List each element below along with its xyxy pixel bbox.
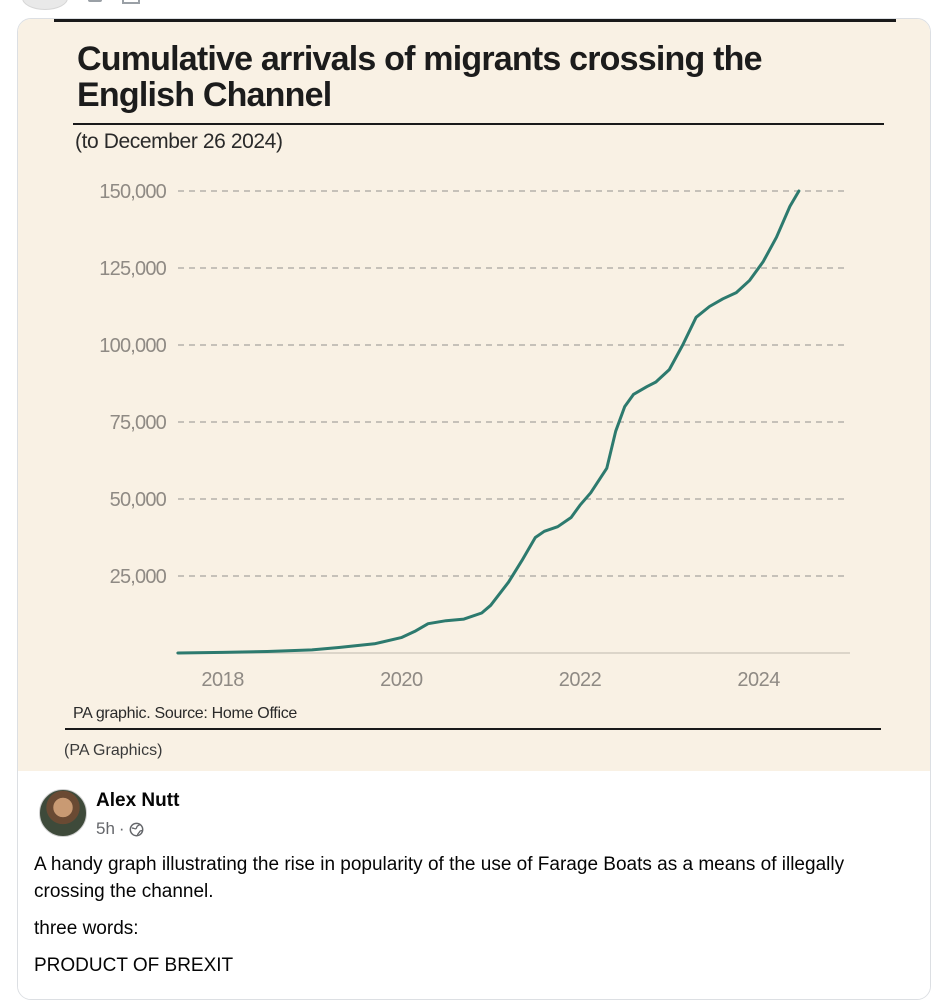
graphic-bottom-rule [65, 728, 881, 730]
x-tick-label: 2020 [380, 669, 423, 691]
x-tick-label: 2022 [559, 669, 602, 691]
y-tick-label: 25,000 [110, 566, 167, 588]
graphic-credit: (PA Graphics) [64, 742, 163, 759]
post-text-line: PRODUCT OF BREXIT [34, 955, 234, 976]
cropped-icon [122, 0, 140, 4]
post-time[interactable]: 5h [96, 819, 115, 838]
title-rule [73, 123, 884, 125]
globe-icon[interactable] [129, 822, 144, 837]
chart-subtitle: (to December 26 2024) [75, 130, 283, 153]
y-tick-label: 150,000 [99, 181, 166, 203]
post-meta: 5h · [96, 819, 144, 839]
post-body-section: Alex Nutt 5h · A handy graph illustratin… [18, 771, 930, 999]
cropped-meta [88, 0, 102, 2]
shared-graphic-image[interactable]: Cumulative arrivals of migrants crossing… [18, 19, 930, 771]
post-text-line: three words: [34, 918, 139, 939]
cropped-avatar [22, 0, 68, 10]
chart-title: Cumulative arrivals of migrants crossing… [77, 40, 762, 114]
post-card: Cumulative arrivals of migrants crossing… [17, 18, 931, 1000]
y-tick-label: 50,000 [110, 489, 167, 511]
post-text-line: A handy graph illustrating the rise in p… [34, 854, 845, 902]
x-tick-label: 2024 [737, 669, 780, 691]
top-partial-header [0, 0, 941, 14]
y-tick-label: 100,000 [99, 335, 166, 357]
meta-separator: · [118, 819, 125, 838]
series-line-cumulative-arrivals [176, 189, 801, 655]
avatar[interactable] [39, 789, 87, 837]
line-chart: 25,000 50,000 75,000 100,000 125,000 150,000 2… [99, 181, 850, 691]
author-name[interactable]: Alex Nutt [96, 790, 180, 811]
post-text: A handy graph illustrating the rise in p… [34, 851, 894, 989]
x-tick-label: 2018 [201, 669, 244, 691]
chart-source: PA graphic. Source: Home Office [73, 705, 297, 722]
graphic-top-rule [54, 19, 896, 22]
y-tick-label: 125,000 [99, 258, 166, 280]
y-tick-label: 75,000 [110, 412, 167, 434]
